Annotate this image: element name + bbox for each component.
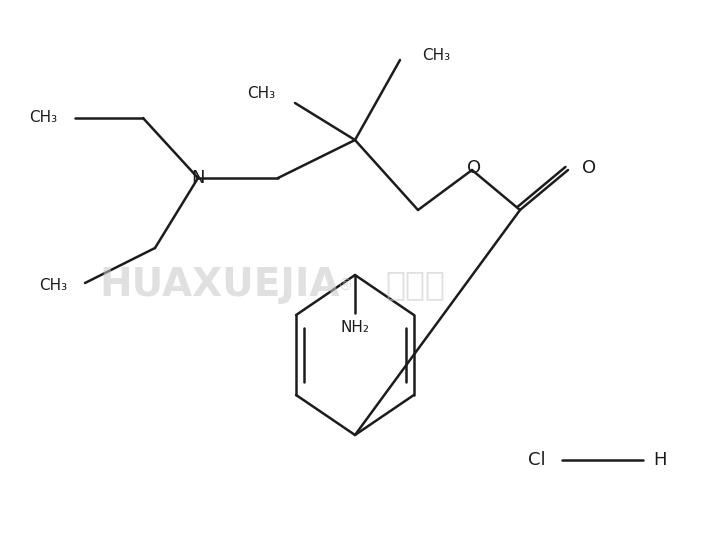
Text: CH₃: CH₃ xyxy=(422,49,450,64)
Text: CH₃: CH₃ xyxy=(247,85,275,100)
Text: CH₃: CH₃ xyxy=(39,277,67,293)
Text: 化学加: 化学加 xyxy=(385,269,445,301)
Text: CH₃: CH₃ xyxy=(29,110,57,124)
Text: O: O xyxy=(582,159,596,177)
Text: NH₂: NH₂ xyxy=(341,319,370,334)
Text: HUAXUEJIA: HUAXUEJIA xyxy=(100,266,340,304)
Text: O: O xyxy=(467,159,481,177)
Text: Cl: Cl xyxy=(529,451,546,469)
Text: H: H xyxy=(653,451,666,469)
Text: N: N xyxy=(191,169,205,187)
Text: ®: ® xyxy=(337,277,352,293)
